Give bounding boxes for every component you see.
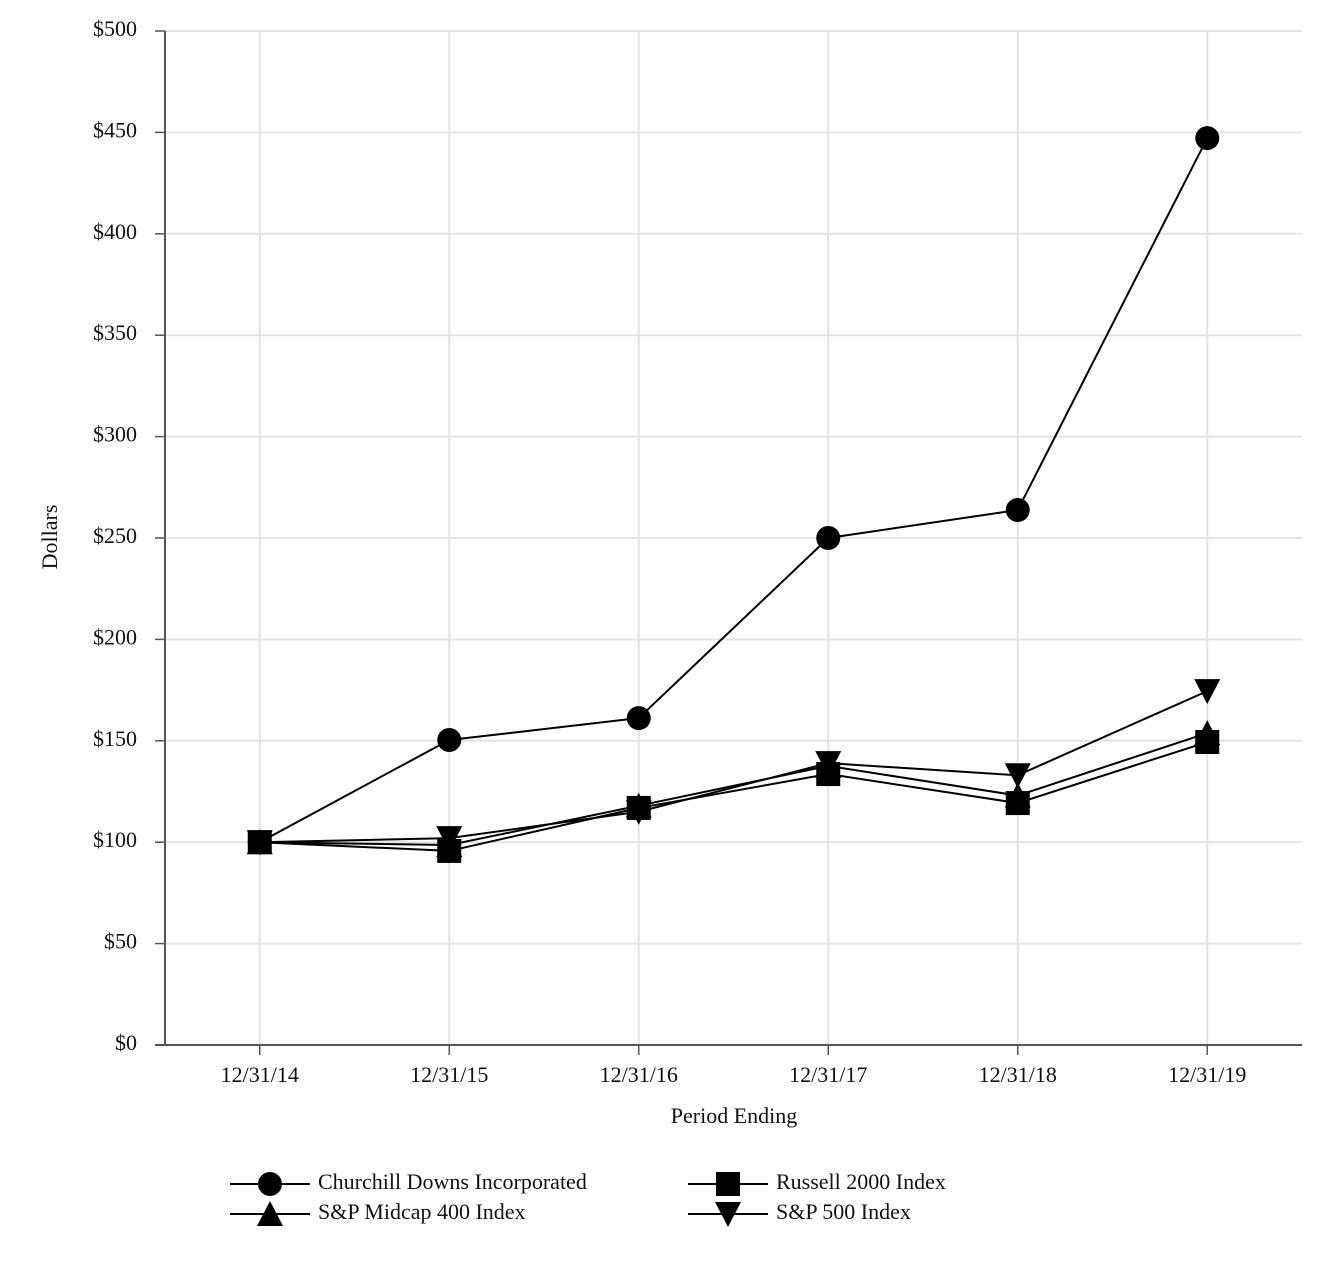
y-tick-label: $500 bbox=[93, 16, 137, 41]
series-line bbox=[259, 690, 1208, 844]
legend-marker bbox=[715, 1202, 741, 1227]
legend-label: S&P Midcap 400 Index bbox=[318, 1199, 526, 1224]
y-axis-label: Dollars bbox=[37, 505, 62, 570]
y-tick-label: $150 bbox=[93, 726, 137, 751]
x-tick-label: 12/31/17 bbox=[789, 1062, 867, 1087]
x-tick-label: 12/31/15 bbox=[410, 1062, 488, 1087]
legend-marker bbox=[257, 1201, 283, 1226]
y-tick-label: $100 bbox=[93, 827, 137, 852]
data-point bbox=[1194, 679, 1221, 705]
series-line bbox=[259, 741, 1208, 852]
legend-label: Russell 2000 Index bbox=[776, 1169, 946, 1194]
y-tick-label: $350 bbox=[93, 320, 137, 345]
y-tick-label: $250 bbox=[93, 523, 137, 548]
x-tick-label: 12/31/16 bbox=[600, 1062, 678, 1087]
legend-label: S&P 500 Index bbox=[776, 1199, 911, 1224]
data-point bbox=[1194, 720, 1221, 746]
y-tick-label: $50 bbox=[104, 929, 137, 954]
data-point bbox=[816, 526, 841, 550]
legend-label: Churchill Downs Incorporated bbox=[318, 1169, 587, 1194]
data-point bbox=[1005, 498, 1030, 523]
x-tick-label: 12/31/18 bbox=[979, 1062, 1057, 1087]
legend-marker bbox=[716, 1172, 740, 1196]
x-axis-label: Period Ending bbox=[671, 1103, 798, 1128]
y-tick-label: $300 bbox=[93, 422, 137, 447]
data-point bbox=[1004, 782, 1031, 808]
y-tick-label: $450 bbox=[93, 117, 137, 142]
data-point bbox=[626, 706, 651, 731]
series-line bbox=[259, 137, 1209, 844]
y-tick-label: $400 bbox=[93, 219, 137, 244]
data-point bbox=[246, 830, 273, 856]
data-point bbox=[815, 751, 842, 777]
data-point bbox=[437, 727, 462, 752]
data-point bbox=[1195, 126, 1220, 151]
data-point bbox=[625, 799, 652, 825]
series-line bbox=[259, 732, 1208, 847]
y-tick-label: $200 bbox=[93, 624, 137, 649]
legend-marker bbox=[258, 1172, 282, 1196]
x-tick-label: 12/31/19 bbox=[1168, 1062, 1246, 1087]
x-tick-label: 12/31/14 bbox=[221, 1062, 299, 1087]
y-tick-label: $0 bbox=[115, 1030, 137, 1055]
data-point bbox=[436, 826, 463, 852]
data-point bbox=[1004, 763, 1031, 789]
